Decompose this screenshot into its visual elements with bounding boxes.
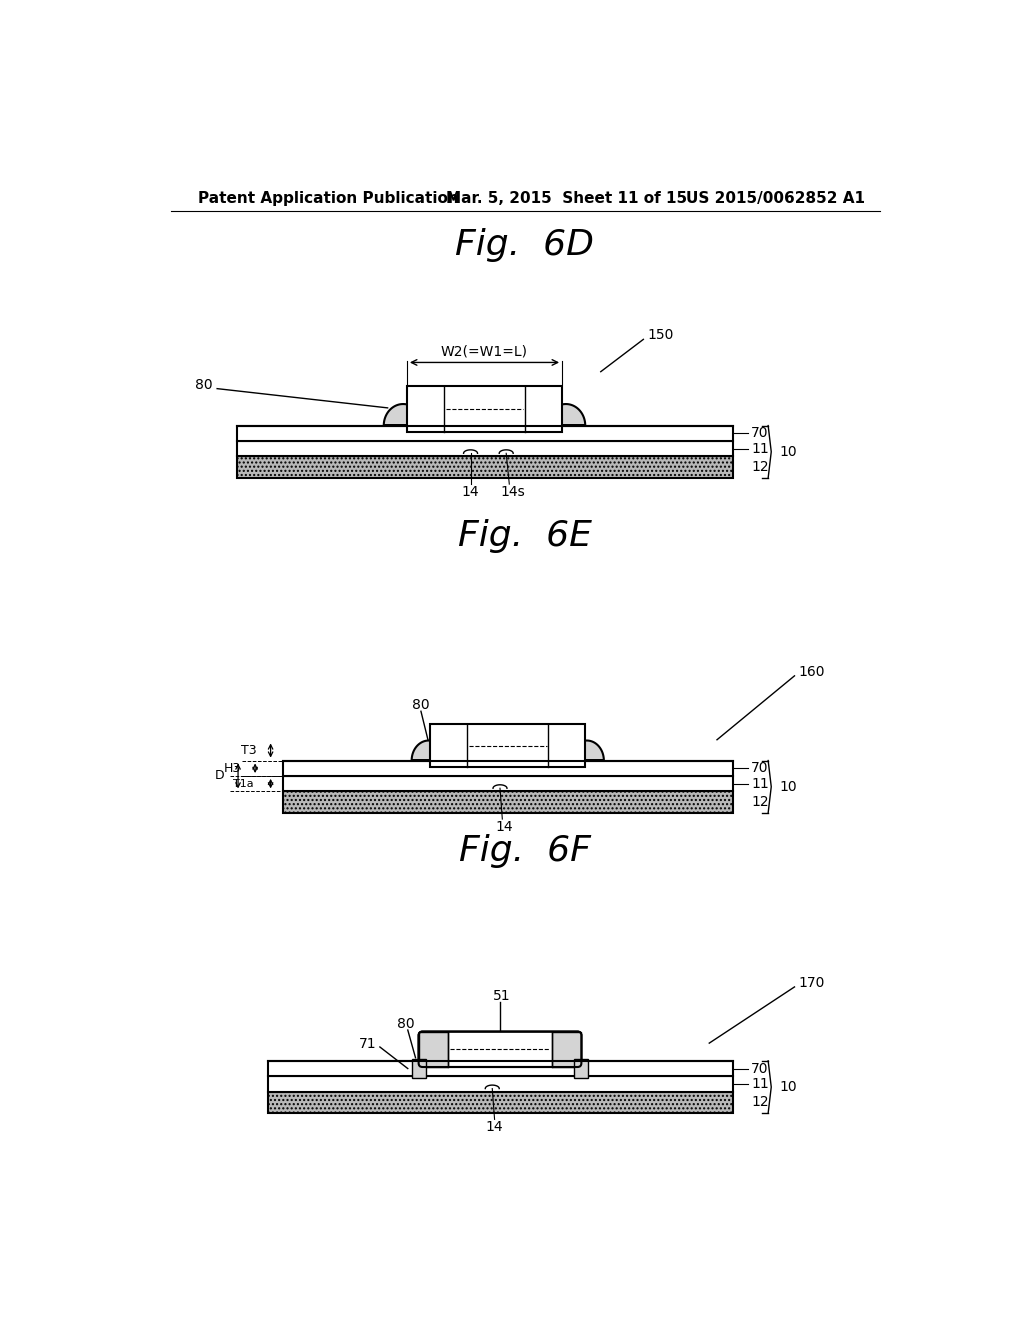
Text: D: D (214, 770, 224, 783)
Bar (283, 760, 732, 776)
Text: 71: 71 (359, 1038, 377, 1051)
Text: 170: 170 (799, 975, 824, 990)
Text: Mar. 5, 2015  Sheet 11 of 15: Mar. 5, 2015 Sheet 11 of 15 (445, 191, 687, 206)
Text: Patent Application Publication: Patent Application Publication (198, 191, 459, 206)
Text: 11: 11 (751, 442, 769, 455)
Bar (412, 1059, 426, 1077)
Text: 80: 80 (195, 378, 212, 392)
Text: 80: 80 (412, 698, 430, 711)
Bar (574, 1059, 589, 1077)
FancyBboxPatch shape (419, 1032, 582, 1067)
Bar (237, 457, 732, 478)
Bar (237, 425, 732, 441)
Bar (267, 1092, 732, 1113)
Text: 12: 12 (751, 461, 769, 474)
Text: 10: 10 (779, 1080, 797, 1094)
Text: 70: 70 (751, 1061, 769, 1076)
Bar (267, 1076, 732, 1092)
Text: 80: 80 (397, 1016, 415, 1031)
Text: 52: 52 (558, 739, 575, 752)
Text: 52: 52 (535, 401, 552, 416)
Text: 50: 50 (492, 1043, 509, 1056)
Polygon shape (384, 404, 423, 425)
Text: 14: 14 (485, 1121, 504, 1134)
Text: T3: T3 (241, 744, 257, 758)
Text: 10: 10 (779, 445, 797, 459)
Bar (430, 725, 586, 767)
Text: 50: 50 (499, 739, 516, 752)
Text: 14s: 14s (500, 484, 524, 499)
Text: W2(=W1=L): W2(=W1=L) (441, 345, 528, 359)
Bar (237, 441, 732, 457)
Text: Fig.  6F: Fig. 6F (459, 834, 591, 869)
Text: Fig.  6E: Fig. 6E (458, 519, 592, 553)
Text: 11: 11 (751, 1077, 769, 1090)
Bar (407, 385, 562, 432)
Polygon shape (412, 741, 445, 760)
Text: US 2015/0062852 A1: US 2015/0062852 A1 (686, 191, 865, 206)
Bar (552, 1032, 582, 1067)
Text: 52: 52 (425, 1043, 442, 1056)
Text: T1a: T1a (232, 779, 254, 788)
Bar (419, 1032, 449, 1067)
Text: 12: 12 (751, 1096, 769, 1109)
Text: 160: 160 (799, 665, 825, 678)
Bar (283, 792, 732, 813)
Text: 70: 70 (751, 762, 769, 775)
Bar (283, 776, 732, 792)
Text: 14: 14 (462, 484, 479, 499)
Text: 52: 52 (417, 401, 434, 416)
Text: 70: 70 (751, 426, 769, 441)
Text: 11: 11 (751, 776, 769, 791)
Polygon shape (547, 404, 586, 425)
Text: 12: 12 (751, 795, 769, 809)
Text: 51: 51 (493, 989, 510, 1003)
Text: Fig.  6D: Fig. 6D (456, 227, 594, 261)
Text: 10: 10 (779, 780, 797, 793)
Polygon shape (569, 741, 604, 760)
Text: 52: 52 (558, 1043, 575, 1056)
Text: 14: 14 (495, 820, 513, 834)
Text: 52: 52 (440, 739, 458, 752)
Text: H3: H3 (224, 762, 241, 775)
Bar (267, 1061, 732, 1076)
Text: 150: 150 (647, 327, 674, 342)
Text: 50: 50 (476, 401, 494, 416)
